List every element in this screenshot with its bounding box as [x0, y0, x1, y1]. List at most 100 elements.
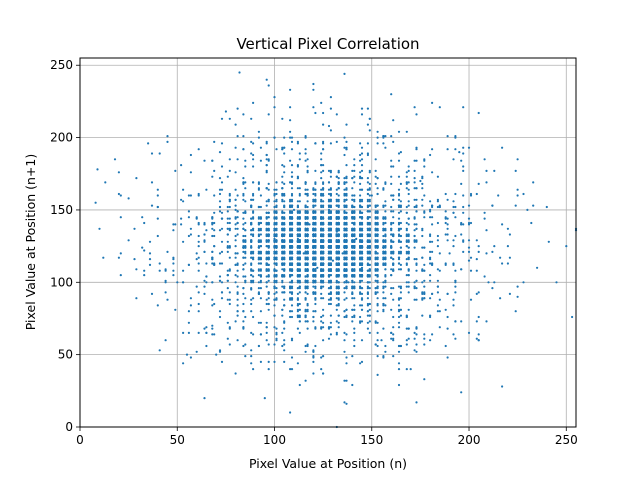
scatter-point	[242, 234, 245, 238]
scatter-point	[405, 187, 408, 190]
scatter-point	[296, 279, 299, 282]
scatter-point	[359, 362, 362, 365]
scatter-point	[360, 245, 364, 248]
scatter-point	[506, 262, 509, 265]
scatter-point	[273, 200, 276, 203]
scatter-point	[407, 188, 410, 191]
scatter-point	[345, 245, 348, 248]
scatter-point	[296, 362, 299, 365]
scatter-point	[359, 287, 362, 290]
scatter-point	[304, 223, 307, 226]
scatter-point	[259, 217, 262, 220]
scatter-point	[166, 135, 169, 138]
scatter-point	[290, 274, 294, 277]
scatter-point	[343, 274, 346, 277]
scatter-point	[320, 315, 323, 319]
scatter-point	[359, 279, 362, 282]
scatter-point	[289, 291, 292, 294]
scatter-point	[234, 245, 237, 248]
scatter-point	[306, 211, 309, 214]
scatter-point	[312, 269, 315, 272]
scatter-point	[368, 245, 371, 248]
scatter-point	[397, 268, 401, 271]
scatter-point	[467, 250, 471, 253]
scatter-point	[384, 245, 387, 248]
scatter-point	[353, 200, 356, 203]
scatter-point	[390, 233, 393, 236]
scatter-point	[431, 223, 434, 226]
scatter-point	[218, 310, 222, 313]
scatter-point	[353, 158, 356, 161]
scatter-point	[203, 397, 206, 400]
scatter-point	[327, 188, 331, 191]
scatter-point	[236, 233, 239, 236]
scatter-point	[312, 372, 315, 375]
scatter-point	[405, 205, 408, 209]
scatter-point	[460, 268, 463, 271]
scatter-point	[281, 250, 284, 253]
scatter-point	[320, 356, 323, 359]
scatter-point	[322, 250, 325, 253]
scatter-point	[267, 221, 270, 225]
scatter-point	[320, 204, 323, 207]
scatter-point	[327, 169, 331, 172]
scatter-point	[298, 223, 301, 226]
scatter-point	[304, 148, 307, 151]
scatter-point	[250, 355, 253, 358]
scatter-point	[265, 263, 268, 266]
scatter-point	[213, 234, 216, 238]
scatter-point	[438, 269, 441, 272]
scatter-point	[368, 287, 371, 290]
scatter-point	[431, 250, 434, 253]
scatter-point	[281, 246, 284, 249]
scatter-point	[189, 304, 192, 307]
scatter-point	[197, 331, 200, 334]
scatter-point	[436, 268, 439, 271]
scatter-point	[475, 258, 478, 261]
scatter-point	[397, 321, 401, 324]
scatter-point	[265, 258, 268, 261]
scatter-point	[242, 135, 245, 138]
scatter-point	[368, 268, 371, 271]
scatter-point	[289, 216, 292, 219]
scatter-point	[236, 216, 239, 219]
scatter-point	[343, 229, 346, 232]
scatter-point	[250, 217, 253, 220]
scatter-point	[343, 188, 346, 191]
scatter-point	[312, 106, 315, 109]
scatter-point	[312, 285, 315, 288]
scatter-point	[289, 310, 292, 313]
scatter-point	[244, 181, 247, 184]
scatter-point	[327, 258, 331, 261]
scatter-point	[290, 192, 294, 196]
scatter-point	[267, 198, 270, 201]
scatter-point	[376, 252, 379, 255]
scatter-point	[281, 314, 284, 317]
scatter-point	[345, 234, 348, 238]
scatter-point	[438, 106, 441, 109]
scatter-point	[376, 256, 379, 259]
scatter-point	[429, 234, 432, 238]
scatter-point	[252, 153, 255, 157]
scatter-point	[353, 245, 356, 248]
scatter-point	[343, 136, 346, 139]
scatter-point	[345, 268, 348, 271]
scatter-point	[329, 129, 332, 132]
scatter-point	[374, 158, 377, 161]
scatter-point	[337, 297, 340, 300]
scatter-point	[327, 192, 331, 196]
scatter-point	[384, 204, 387, 207]
scatter-point	[289, 119, 292, 122]
scatter-point	[353, 256, 356, 259]
scatter-point	[104, 181, 107, 184]
scatter-point	[376, 310, 379, 313]
scatter-point	[164, 269, 167, 272]
scatter-point	[304, 263, 307, 266]
scatter-point	[236, 304, 239, 307]
scatter-point	[360, 164, 364, 167]
scatter-point	[322, 142, 325, 145]
scatter-point	[359, 292, 362, 295]
scatter-point	[343, 221, 346, 225]
scatter-point	[228, 291, 231, 294]
scatter-point	[257, 274, 260, 277]
